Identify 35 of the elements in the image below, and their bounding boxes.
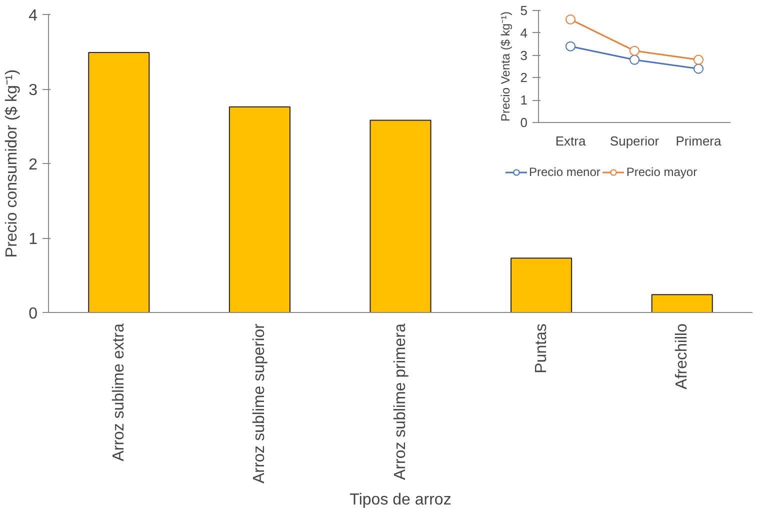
y-tick-label: 2 (28, 156, 38, 174)
x-tick-label: Arroz sublime extra (110, 323, 128, 462)
point (694, 54, 704, 65)
x-tick-label: Superior (610, 134, 660, 148)
y-tick-label: 4 (520, 25, 528, 40)
y-tick-label: 0 (520, 115, 528, 130)
y-tick-label: 3 (28, 82, 38, 99)
y-tick-label: 2 (520, 70, 528, 86)
y-tick-label: 3 (520, 48, 528, 63)
x-tick-label: Extra (555, 134, 586, 148)
bar (228, 106, 290, 312)
bar (88, 52, 150, 312)
y-tick-label: 1 (28, 231, 38, 248)
x-tick-label: Puntas (532, 324, 550, 374)
x-axis-title: Tipos de arroz (350, 492, 452, 509)
y-tick-label: 5 (520, 3, 528, 18)
y-tick-label: 4 (28, 8, 38, 24)
point (630, 54, 640, 65)
bar (370, 120, 432, 312)
legend-label: Precio menor (529, 165, 600, 179)
x-tick-label: Arroz sublime primera (392, 323, 409, 480)
y-tick-label: 0 (28, 306, 38, 322)
bar (651, 294, 713, 312)
y-tick-label: 1 (520, 92, 528, 108)
x-tick-label: Afrechillo (674, 323, 691, 390)
bar (510, 258, 572, 312)
x-tick-label: Arroz sublime superior (251, 322, 268, 484)
point (694, 64, 704, 74)
legend-label: Precio mayor (626, 165, 698, 179)
y-axis-title: Precio consumidor ($ kg⁻¹) (4, 69, 21, 258)
x-tick-label: Primera (676, 134, 722, 148)
point (566, 14, 576, 24)
point (630, 46, 640, 56)
point (566, 41, 576, 52)
y-axis-title: Precio Venta ($ kg⁻¹) (498, 11, 512, 122)
